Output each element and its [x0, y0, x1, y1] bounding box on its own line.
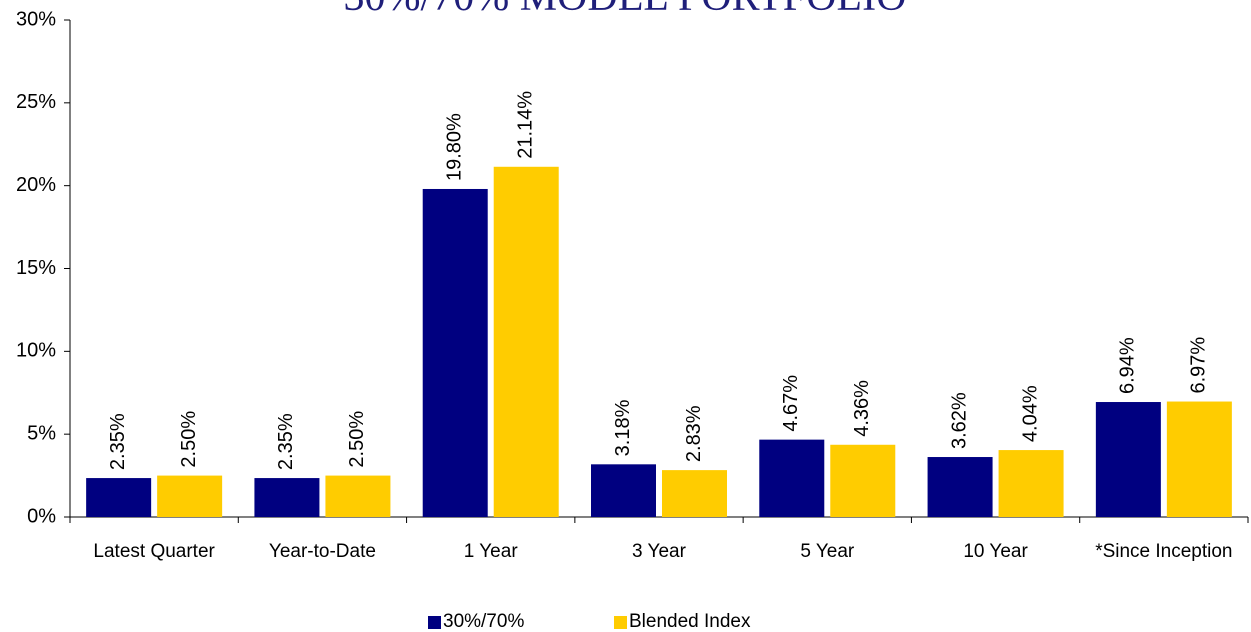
bar [998, 450, 1064, 517]
y-tick-label: 25% [16, 91, 56, 113]
x-tick-label: 5 Year [800, 541, 855, 562]
data-label: 2.35% [107, 413, 129, 470]
x-tick-label: 10 Year [963, 541, 1028, 562]
bar [927, 457, 993, 517]
x-tick-label: Year-to-Date [269, 541, 376, 562]
data-label: 4.67% [780, 375, 802, 432]
data-label: 2.50% [346, 411, 368, 468]
data-label: 3.62% [948, 392, 970, 449]
bar [830, 444, 896, 517]
bar [1166, 401, 1232, 517]
bar [86, 478, 152, 517]
y-tick-label: 5% [27, 422, 56, 444]
bar [591, 464, 656, 517]
bar [325, 475, 391, 517]
data-label: 2.83% [683, 405, 705, 462]
legend-swatch [614, 616, 627, 629]
y-tick-label: 0% [27, 505, 56, 527]
legend-label: 30%/70% [443, 611, 524, 632]
legend-label: Blended Index [629, 611, 751, 632]
y-tick-label: 10% [16, 340, 56, 362]
data-label: 19.80% [443, 113, 465, 181]
legend-swatch [428, 616, 441, 629]
bar [1095, 402, 1161, 517]
bar [254, 478, 320, 517]
bar [422, 188, 488, 518]
data-label: 6.97% [1188, 337, 1210, 394]
x-tick-label: 1 Year [464, 541, 519, 562]
data-label: 6.94% [1117, 337, 1139, 394]
y-tick-label: 30% [16, 8, 56, 30]
data-label: 2.50% [178, 411, 200, 468]
bar [493, 166, 559, 517]
bar [662, 470, 727, 517]
data-label: 21.14% [514, 91, 536, 159]
chart-title: 30%/70% MODEL PORTFOLIO [344, 0, 907, 20]
data-label: 2.35% [275, 413, 297, 470]
x-tick-label: *Since Inception [1095, 541, 1232, 562]
data-label: 4.36% [851, 380, 873, 437]
x-tick-label: Latest Quarter [93, 541, 215, 562]
bar [157, 475, 223, 517]
y-tick-label: 15% [16, 257, 56, 279]
x-tick-label: 3 Year [632, 541, 687, 562]
data-label: 3.18% [612, 399, 634, 456]
data-label: 4.04% [1019, 385, 1041, 442]
bar [759, 439, 825, 517]
y-tick-label: 20% [16, 174, 56, 196]
